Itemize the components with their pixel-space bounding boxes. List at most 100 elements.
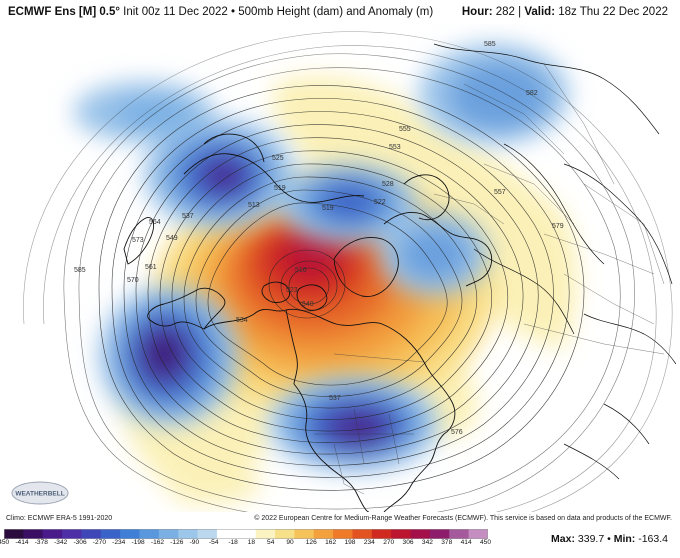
valid-value: 18z Thu 22 Dec 2022 [558,6,668,18]
colorbar-labels: -450 -414 -378 -342 -306 -270 -234 -198 -162 -126… [0,539,500,551]
colorbar-tick-label: 450 [480,539,492,546]
colorbar-swatch [23,529,44,539]
contour-label: 576 [451,429,463,436]
colorbar-swatch [429,529,450,539]
political-borders [314,63,665,495]
min-value: -163.4 [638,533,668,545]
model-name: ECMWF Ens [M] [8,6,97,18]
contour-label: 523 [286,287,298,294]
colorbar-outline [4,529,488,539]
map-panel: 585 582 555 553 557 579 528 519 522 519 … [4,24,676,512]
colorbar-swatch [178,529,199,539]
hour-value: 282 [495,6,515,18]
colorbar-tick-label: 18 [247,539,256,546]
model-resolution: 0.5° [99,6,120,18]
contour-label: 579 [552,223,564,230]
colorbar-swatch [197,529,218,539]
field-name: 500mb Height (dam) and Anomaly (m) [238,6,434,18]
contour-label: 519 [322,205,334,212]
colorbar-swatches [4,529,489,539]
colorbar-tick-label: 270 [383,539,395,546]
climo-text: Climo: ECMWF ERA-5 1991-2020 [6,515,113,522]
height-contours [23,31,673,512]
colorbar-swatch [371,529,392,539]
contour-label: 555 [399,126,411,133]
credit-text: © 2022 European Centre for Medium-Range … [254,515,672,522]
contour-label: 540 [302,301,314,308]
colorbar-swatch [449,529,470,539]
colorbar-tick-label: -54 [208,539,219,546]
hour-label: Hour: [461,6,493,18]
colorbar-tick-label: 126 [305,539,317,546]
contour-labels: 585 582 555 553 557 579 528 519 522 519 … [74,41,564,436]
contour-label: 564 [149,219,161,226]
colorbar-swatch [139,529,160,539]
colorbar-tick-label: 378 [441,539,453,546]
header-title: ECMWF Ens [M] 0.5° Init 00z 11 Dec 2022 … [8,6,434,18]
colorbar-tick-label: -450 [0,539,10,546]
contour-label: 561 [145,264,157,271]
colorbar-swatch [216,529,237,539]
contour-label: 570 [127,277,139,284]
footer: Climo: ECMWF ERA-5 1991-2020 © 2022 Euro… [0,513,680,525]
colorbar-tick-label: 342 [421,539,433,546]
colorbar-tick-label: -378 [34,539,48,546]
colorbar-swatch [120,529,141,539]
contour-label: 519 [274,185,286,192]
colorbar-swatch [333,529,353,539]
init-time: Init 00z 11 Dec 2022 [123,6,228,18]
contour-label: 522 [374,199,386,206]
colorbar-tick-label: 90 [286,539,294,546]
colorbar-swatch [294,529,315,539]
colorbar-tick-label: -90 [189,539,200,546]
colorbar-tick-label: -234 [112,539,126,546]
contour-label: 513 [248,202,260,209]
weatherbell-logo-icon: WEATHERBELL [11,481,69,505]
contour-label: 585 [484,41,496,48]
weatherbell-logo: WEATHERBELL [10,480,70,506]
colorbar-swatch [62,529,82,539]
contour-label: 537 [182,213,194,220]
colorbar [4,526,489,539]
colorbar-tick-label: -306 [73,539,87,546]
contour-label: 549 [166,235,178,242]
contour-label: 573 [132,237,144,244]
colorbar-swatch [158,529,179,539]
colorbar-swatch [352,529,373,539]
colorbar-tick-label: -342 [54,539,68,546]
valid-label: Valid: [524,6,556,18]
asia-outline [433,43,676,480]
max-label: Max: [551,533,575,545]
colorbar-tick-label: 306 [402,539,414,546]
hemispheric-map: 585 582 555 553 557 579 528 519 522 519 … [23,31,676,512]
logo-text: WEATHERBELL [15,491,64,498]
contour-label: 528 [382,181,394,188]
colorbar-tick-label: 198 [344,539,356,546]
max-min-stats: Max: 339.7 • Min: -163.4 [551,533,668,545]
contour-label: 585 [74,267,86,274]
colorbar-swatch [313,529,334,539]
colorbar-swatch [81,529,102,539]
colorbar-swatch [255,529,276,539]
contour-label: 516 [295,267,307,274]
colorbar-tick-label: 414 [460,539,472,546]
min-label: Min: [613,533,636,545]
colorbar-swatch [4,529,24,539]
contour-label: 537 [329,395,341,402]
colorbar-swatch [42,529,63,539]
contour-label: 534 [236,317,248,324]
anomaly-shading [74,44,578,504]
contour-label: 582 [526,90,538,97]
colorbar-tick-label: -18 [228,539,238,546]
max-value: 339.7 [577,533,605,545]
contour-label: 525 [272,155,284,162]
colorbar-swatch [391,529,412,539]
colorbar-tick-label: -198 [131,539,145,546]
colorbar-swatch [275,529,295,539]
colorbar-tick-label: 234 [363,539,375,546]
colorbar-tick-label: 162 [325,539,337,546]
header-bar: ECMWF Ens [M] 0.5° Init 00z 11 Dec 2022 … [0,0,680,24]
colorbar-swatch [236,529,257,539]
colorbar-tick-label: -270 [92,539,106,546]
colorbar-tick-label: -414 [15,539,29,546]
